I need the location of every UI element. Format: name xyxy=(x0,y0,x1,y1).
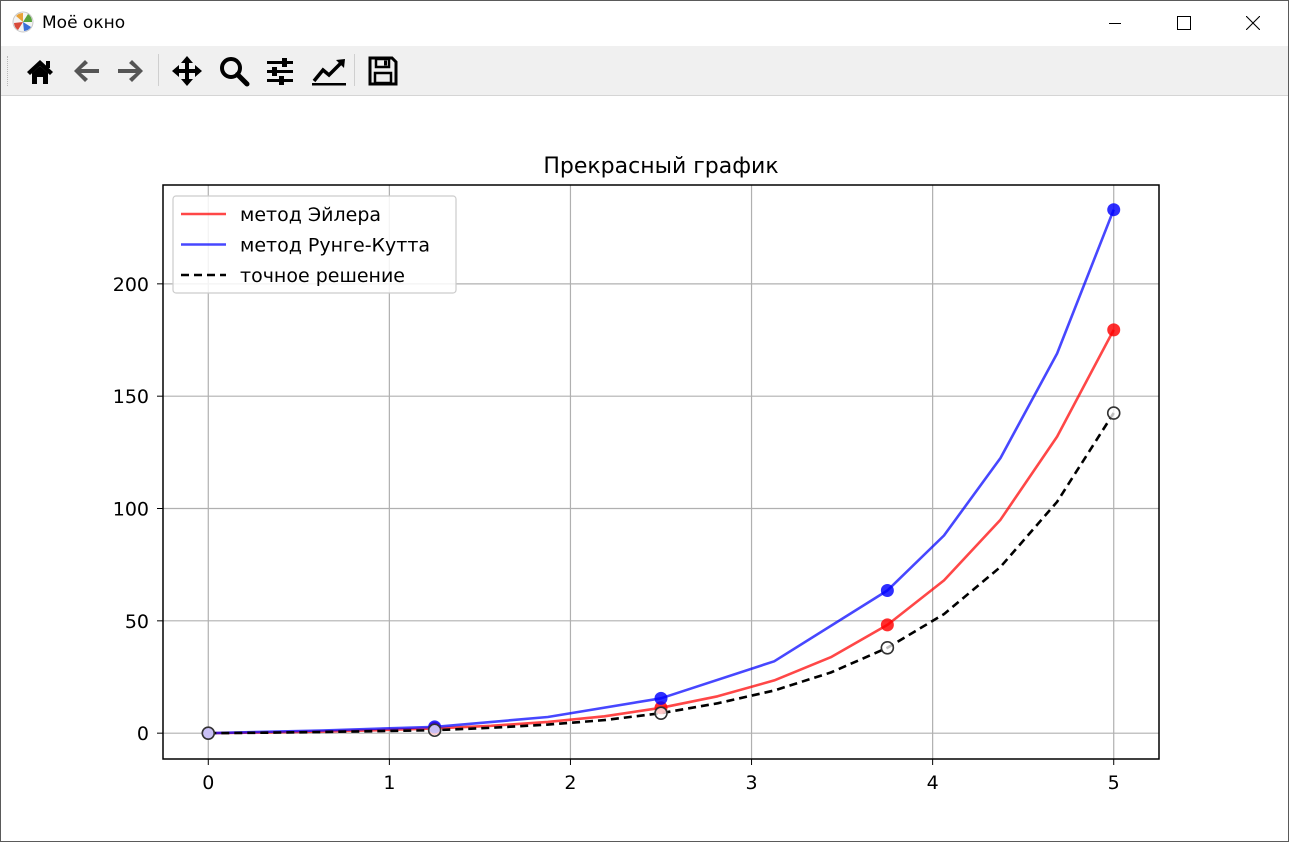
x-tick-label: 1 xyxy=(383,772,395,794)
series-marker-0 xyxy=(1107,323,1121,337)
series-marker-2 xyxy=(880,640,895,655)
configure-subplots-button[interactable] xyxy=(261,52,299,90)
y-tick-label: 150 xyxy=(113,386,149,408)
plot-frame xyxy=(162,184,1160,760)
title-bar: Моё окно xyxy=(1,1,1288,45)
series-marker-1 xyxy=(1107,203,1121,217)
zoom-button[interactable] xyxy=(215,52,253,90)
x-tick-label: 5 xyxy=(1108,772,1120,794)
minimize-button[interactable] xyxy=(1080,1,1150,45)
save-button[interactable] xyxy=(364,52,402,90)
toolbar-grip[interactable] xyxy=(7,56,11,86)
series-marker-1 xyxy=(654,691,668,705)
series-marker-2 xyxy=(427,723,442,738)
x-tick-label: 3 xyxy=(745,772,757,794)
chart-title: Прекрасный график xyxy=(543,154,778,179)
forward-button[interactable] xyxy=(112,52,150,90)
x-tick-label: 4 xyxy=(927,772,939,794)
home-button[interactable] xyxy=(21,52,59,90)
maximize-icon xyxy=(1177,16,1191,30)
series-line-1 xyxy=(208,209,1115,735)
window-title: Моё окно xyxy=(42,13,126,33)
legend-label-0: метод Эйлера xyxy=(240,204,381,226)
pan-icon xyxy=(172,56,202,86)
app-icon xyxy=(12,11,34,33)
y-tick-label: 50 xyxy=(125,611,149,633)
legend: метод Эйлера метод Рунге-Кутта точное реше… xyxy=(172,195,457,294)
series-marker-1 xyxy=(880,584,894,598)
series-marker-2 xyxy=(654,706,668,720)
edit-axis-button[interactable] xyxy=(308,52,346,90)
configure-subplots-icon xyxy=(267,58,293,85)
home-icon xyxy=(27,60,53,84)
y-tick-label: 200 xyxy=(113,274,149,296)
navigation-toolbar xyxy=(1,46,1288,96)
back-button[interactable] xyxy=(67,52,105,90)
pan-button[interactable] xyxy=(168,52,206,90)
toolbar-separator xyxy=(354,54,355,86)
figure-canvas[interactable]: 0 1 2 3 4 5 0 50 100 150 200 Прекрасный график метод… xyxy=(1,96,1288,841)
x-tick-label: 0 xyxy=(202,772,214,794)
zoom-icon xyxy=(220,57,250,87)
series-marker-2 xyxy=(1106,406,1121,420)
x-tick-label: 2 xyxy=(564,772,576,794)
maximize-button[interactable] xyxy=(1149,1,1219,45)
series-marker-2 xyxy=(201,726,216,740)
y-tick-label: 0 xyxy=(137,723,149,745)
save-icon xyxy=(368,56,398,86)
y-tick-label: 100 xyxy=(113,499,149,521)
legend-label-2: точное решение xyxy=(240,265,405,287)
legend-box xyxy=(172,195,457,294)
close-button[interactable] xyxy=(1218,1,1288,45)
close-icon xyxy=(1246,16,1260,30)
forward-icon xyxy=(118,60,143,82)
back-icon xyxy=(74,60,99,82)
edit-axis-icon xyxy=(312,59,346,86)
legend-label-1: метод Рунге-Кутта xyxy=(240,235,430,257)
series-marker-0 xyxy=(880,618,894,632)
series-line-2 xyxy=(208,412,1115,735)
minimize-icon xyxy=(1109,23,1121,24)
toolbar-separator xyxy=(158,54,159,86)
